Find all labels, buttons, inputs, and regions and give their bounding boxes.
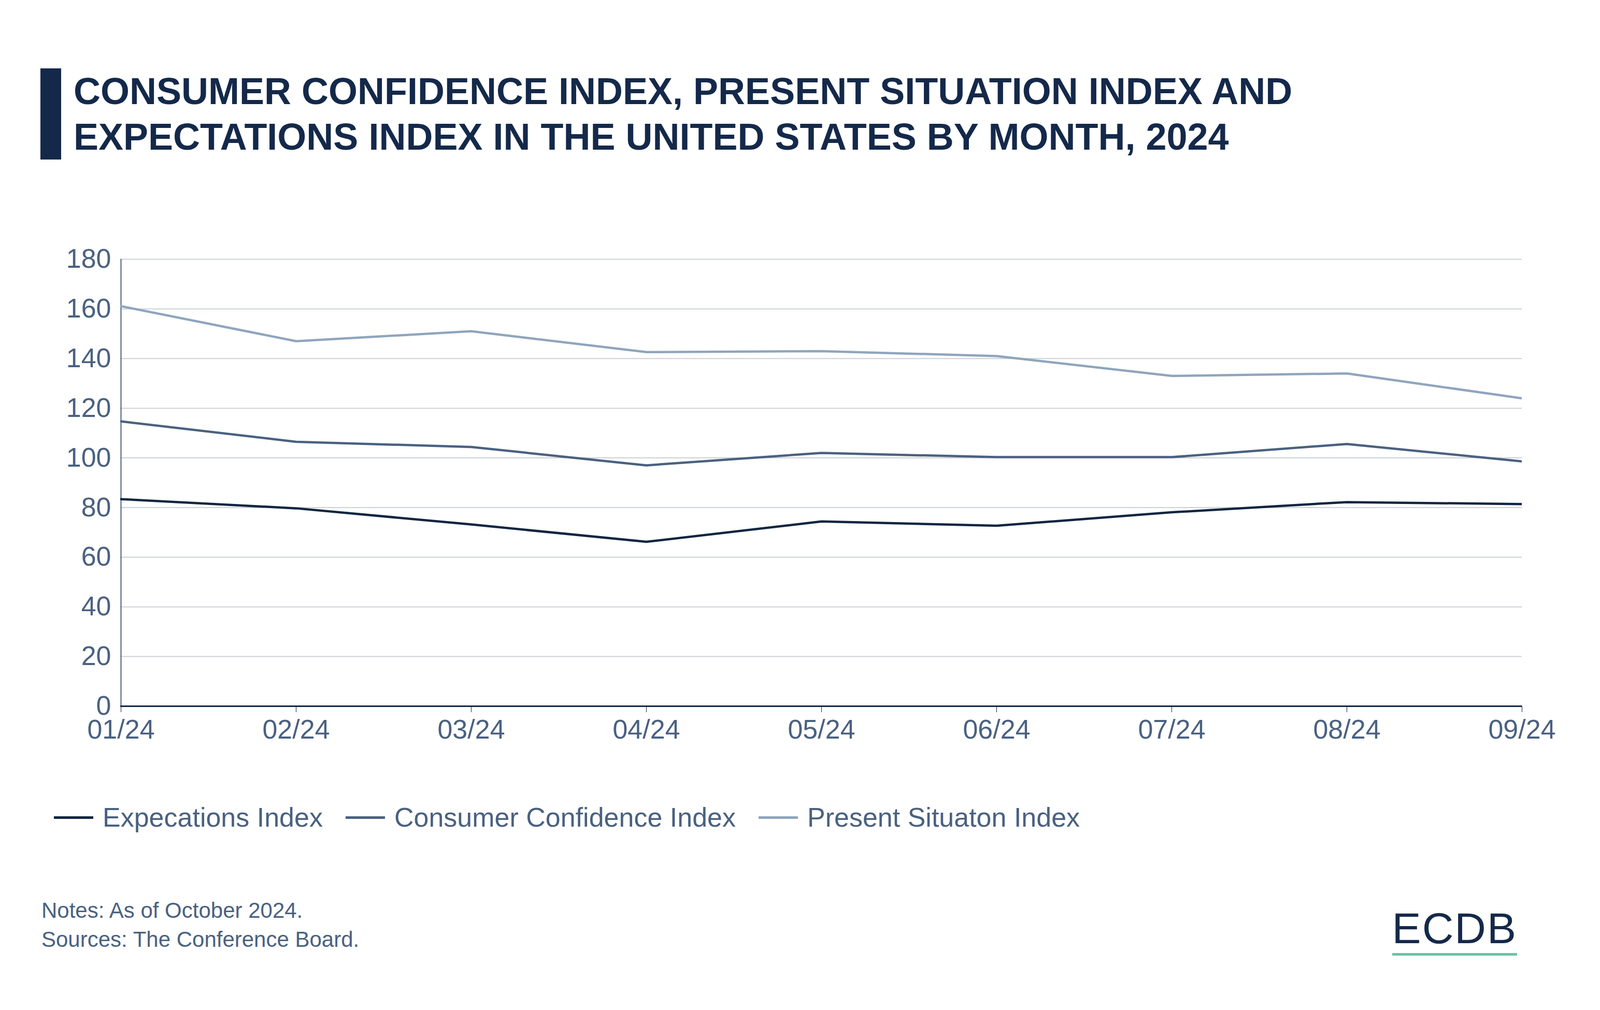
html-text:Expecations Index: Expecations Index	[102, 802, 323, 833]
svg-text:0: 0	[96, 690, 112, 721]
svg-text:09/24: 09/24	[1488, 714, 1556, 745]
svg-text:08/24: 08/24	[1312, 714, 1381, 745]
svg-text:02/24: 02/24	[262, 714, 330, 745]
svg-text:04/24: 04/24	[612, 714, 680, 745]
html-text:Notes: As of October 2024.: Notes: As of October 2024.	[41, 898, 303, 923]
html-text:Present Situaton Index: Present Situaton Index	[807, 802, 1080, 833]
svg-text:03/24: 03/24	[437, 714, 505, 745]
svg-text:60: 60	[81, 541, 112, 572]
svg-text:05/24: 05/24	[787, 714, 855, 745]
svg-text:180: 180	[66, 243, 112, 274]
svg-text:06/24: 06/24	[962, 714, 1031, 745]
html-text:Consumer Confidence Index: Consumer Confidence Index	[394, 802, 736, 833]
svg-text:20: 20	[81, 640, 112, 671]
svg-text:100: 100	[66, 442, 112, 473]
svg-text:80: 80	[81, 492, 112, 523]
svg-text:40: 40	[81, 591, 112, 622]
html-text:Sources: The Conference Board.: Sources: The Conference Board.	[41, 927, 360, 952]
svg-text:160: 160	[66, 293, 112, 324]
svg-text:120: 120	[66, 392, 112, 423]
svg-text:140: 140	[66, 343, 112, 374]
html-text:CONSUMER CONFIDENCE INDEX, PRE: CONSUMER CONFIDENCE INDEX, PRESENT SITUA…	[73, 70, 1293, 158]
svg-text:07/24: 07/24	[1137, 714, 1206, 745]
html-text:ECDB: ECDB	[1392, 904, 1518, 953]
svg-text:01/24: 01/24	[87, 714, 155, 745]
